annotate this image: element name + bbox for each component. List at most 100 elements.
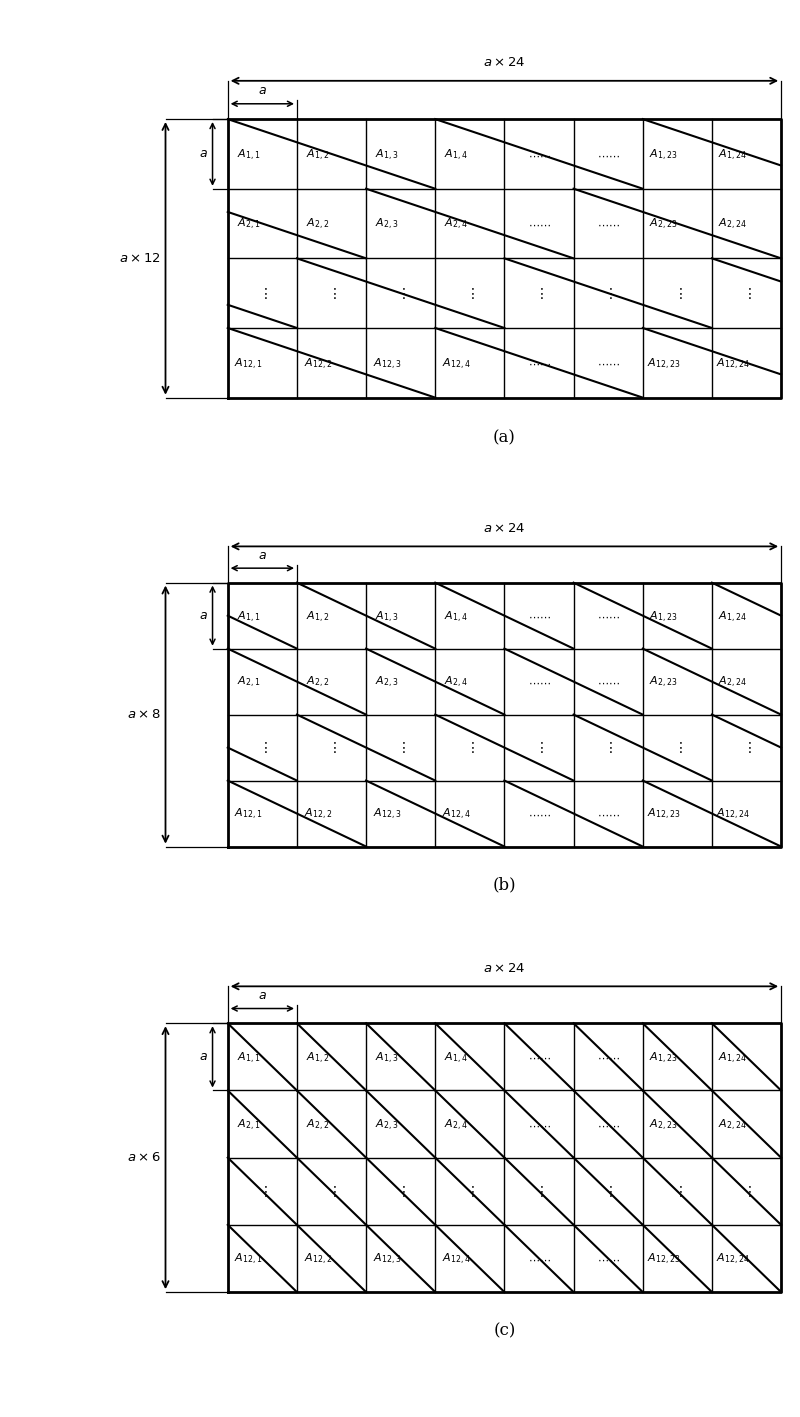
Text: $\cdots\cdots$: $\cdots\cdots$ — [527, 677, 550, 687]
Text: $\vdots$: $\vdots$ — [603, 1183, 613, 1199]
Text: $\vdots$: $\vdots$ — [258, 286, 267, 300]
Text: $\cdots\cdots$: $\cdots\cdots$ — [527, 1053, 550, 1063]
Text: $A_{2,24}$: $A_{2,24}$ — [718, 1118, 747, 1134]
Text: $A_{2,2}$: $A_{2,2}$ — [306, 676, 330, 690]
Text: $A_{2,23}$: $A_{2,23}$ — [650, 676, 678, 690]
Text: $A_{1,2}$: $A_{1,2}$ — [306, 609, 330, 625]
Text: $A_{2,4}$: $A_{2,4}$ — [444, 1118, 468, 1134]
Text: $A_{1,23}$: $A_{1,23}$ — [650, 1050, 678, 1066]
Text: $A_{2,1}$: $A_{2,1}$ — [237, 1118, 260, 1134]
Text: $\cdots\cdots$: $\cdots\cdots$ — [527, 220, 550, 230]
Text: $a$: $a$ — [199, 147, 208, 160]
Text: $A_{2,3}$: $A_{2,3}$ — [375, 1118, 398, 1134]
Text: $\vdots$: $\vdots$ — [465, 286, 474, 300]
Text: $\vdots$: $\vdots$ — [326, 740, 336, 755]
Text: $\vdots$: $\vdots$ — [465, 1183, 474, 1199]
Text: $A_{1,24}$: $A_{1,24}$ — [718, 1050, 747, 1066]
Text: $\vdots$: $\vdots$ — [396, 740, 406, 755]
Text: $A_{12,4}$: $A_{12,4}$ — [442, 357, 470, 371]
Text: $A_{12,1}$: $A_{12,1}$ — [234, 1253, 262, 1267]
Text: $\vdots$: $\vdots$ — [396, 1183, 406, 1199]
Text: $A_{2,24}$: $A_{2,24}$ — [718, 676, 747, 690]
Text: $a\times24$: $a\times24$ — [483, 55, 526, 69]
Text: $A_{12,3}$: $A_{12,3}$ — [373, 1253, 401, 1267]
Text: $\cdots\cdots$: $\cdots\cdots$ — [597, 612, 620, 622]
Text: $\cdots\cdots$: $\cdots\cdots$ — [597, 811, 620, 820]
Text: $a$: $a$ — [258, 548, 266, 561]
Text: $A_{12,24}$: $A_{12,24}$ — [716, 1253, 750, 1267]
Text: $A_{1,2}$: $A_{1,2}$ — [306, 1050, 330, 1066]
Text: $A_{2,23}$: $A_{2,23}$ — [650, 1118, 678, 1134]
Text: $a$: $a$ — [199, 609, 208, 622]
Text: $A_{12,4}$: $A_{12,4}$ — [442, 1253, 470, 1267]
Text: $\vdots$: $\vdots$ — [742, 1183, 751, 1199]
Text: $\vdots$: $\vdots$ — [258, 1183, 267, 1199]
Text: $\cdots\cdots$: $\cdots\cdots$ — [597, 677, 620, 687]
Text: $\cdots\cdots$: $\cdots\cdots$ — [597, 220, 620, 230]
Text: $A_{12,2}$: $A_{12,2}$ — [303, 1253, 332, 1267]
Text: $A_{12,24}$: $A_{12,24}$ — [716, 357, 750, 371]
Text: $\vdots$: $\vdots$ — [396, 286, 406, 300]
Text: $A_{1,1}$: $A_{1,1}$ — [237, 147, 260, 163]
Text: (a): (a) — [493, 429, 516, 446]
Text: (b): (b) — [493, 876, 516, 893]
Text: $\cdots\cdots$: $\cdots\cdots$ — [527, 359, 550, 370]
Text: $a\times6$: $a\times6$ — [126, 1151, 161, 1165]
Text: $A_{2,1}$: $A_{2,1}$ — [237, 217, 260, 232]
Text: $A_{1,23}$: $A_{1,23}$ — [650, 147, 678, 163]
Text: $\vdots$: $\vdots$ — [673, 286, 682, 300]
Text: $a$: $a$ — [258, 989, 266, 1002]
Text: $A_{2,2}$: $A_{2,2}$ — [306, 217, 330, 232]
Text: $a$: $a$ — [258, 84, 266, 96]
Text: $A_{12,1}$: $A_{12,1}$ — [234, 808, 262, 822]
Text: $\cdots\cdots$: $\cdots\cdots$ — [527, 1255, 550, 1265]
Text: $A_{2,3}$: $A_{2,3}$ — [375, 676, 398, 690]
Text: $a\times8$: $a\times8$ — [126, 708, 161, 721]
Text: $A_{1,3}$: $A_{1,3}$ — [375, 609, 398, 625]
Text: $\cdots\cdots$: $\cdots\cdots$ — [527, 612, 550, 622]
Text: $\vdots$: $\vdots$ — [673, 1183, 682, 1199]
Text: $\vdots$: $\vdots$ — [326, 286, 336, 300]
Text: $\vdots$: $\vdots$ — [742, 740, 751, 755]
Text: $A_{1,23}$: $A_{1,23}$ — [650, 609, 678, 625]
Text: $a\times24$: $a\times24$ — [483, 962, 526, 975]
Text: $A_{1,4}$: $A_{1,4}$ — [444, 609, 468, 625]
Text: $\vdots$: $\vdots$ — [742, 286, 751, 300]
Text: $A_{2,3}$: $A_{2,3}$ — [375, 217, 398, 232]
Text: $A_{1,3}$: $A_{1,3}$ — [375, 1050, 398, 1066]
Text: $A_{1,4}$: $A_{1,4}$ — [444, 1050, 468, 1066]
Text: $\vdots$: $\vdots$ — [603, 740, 613, 755]
Text: $\vdots$: $\vdots$ — [534, 1183, 544, 1199]
Text: $A_{12,1}$: $A_{12,1}$ — [234, 357, 262, 371]
Text: $A_{12,4}$: $A_{12,4}$ — [442, 808, 470, 822]
Text: $\cdots\cdots$: $\cdots\cdots$ — [597, 1121, 620, 1131]
Text: $A_{2,1}$: $A_{2,1}$ — [237, 676, 260, 690]
Text: $\cdots\cdots$: $\cdots\cdots$ — [597, 1255, 620, 1265]
Text: $A_{12,23}$: $A_{12,23}$ — [647, 1253, 680, 1267]
Text: $A_{12,23}$: $A_{12,23}$ — [647, 357, 680, 371]
Text: $A_{1,1}$: $A_{1,1}$ — [237, 609, 260, 625]
Text: $A_{2,24}$: $A_{2,24}$ — [718, 217, 747, 232]
Text: $A_{12,2}$: $A_{12,2}$ — [303, 808, 332, 822]
Text: $a$: $a$ — [199, 1050, 208, 1063]
Text: $\vdots$: $\vdots$ — [534, 286, 544, 300]
Text: $\cdots\cdots$: $\cdots\cdots$ — [527, 150, 550, 160]
Text: $A_{1,24}$: $A_{1,24}$ — [718, 147, 747, 163]
Text: $\vdots$: $\vdots$ — [673, 740, 682, 755]
Text: $\cdots\cdots$: $\cdots\cdots$ — [597, 1053, 620, 1063]
Text: (c): (c) — [494, 1322, 516, 1339]
Text: $\vdots$: $\vdots$ — [465, 740, 474, 755]
Text: $A_{2,4}$: $A_{2,4}$ — [444, 217, 468, 232]
Text: $\cdots\cdots$: $\cdots\cdots$ — [527, 811, 550, 820]
Text: $\vdots$: $\vdots$ — [258, 740, 267, 755]
Text: $A_{12,24}$: $A_{12,24}$ — [716, 808, 750, 822]
Text: $A_{12,23}$: $A_{12,23}$ — [647, 808, 680, 822]
Text: $A_{1,2}$: $A_{1,2}$ — [306, 147, 330, 163]
Text: $A_{1,4}$: $A_{1,4}$ — [444, 147, 468, 163]
Text: $A_{1,24}$: $A_{1,24}$ — [718, 609, 747, 625]
Text: $\cdots\cdots$: $\cdots\cdots$ — [527, 1121, 550, 1131]
Text: $A_{2,4}$: $A_{2,4}$ — [444, 676, 468, 690]
Text: $A_{12,3}$: $A_{12,3}$ — [373, 808, 401, 822]
Text: $a\times12$: $a\times12$ — [118, 252, 161, 265]
Text: $A_{2,23}$: $A_{2,23}$ — [650, 217, 678, 232]
